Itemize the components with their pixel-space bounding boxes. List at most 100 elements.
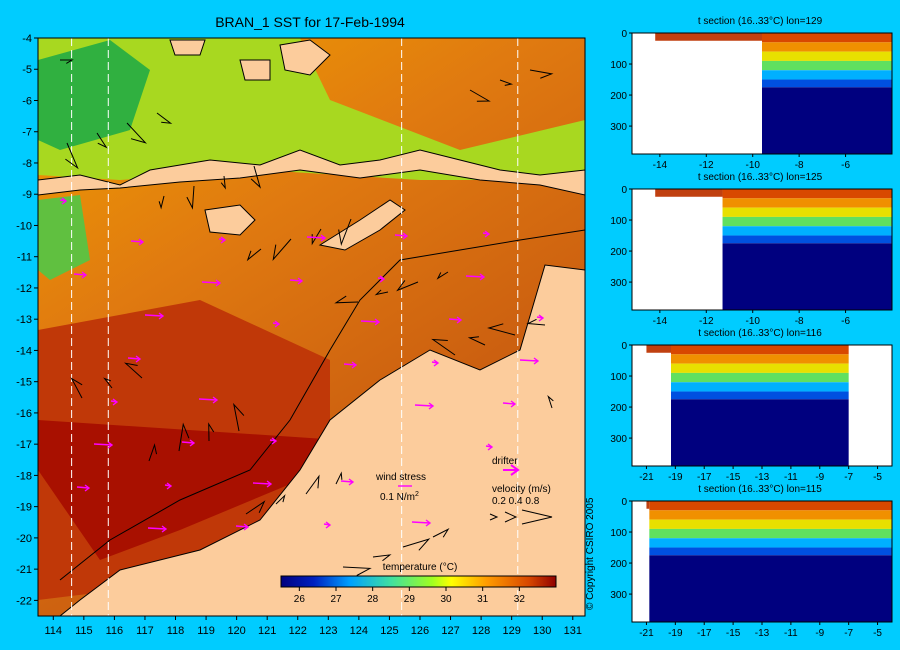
drifter-arrow [482,230,491,238]
y-tick-label: -19 [16,502,32,514]
temperature-layer [762,70,892,80]
colorbar-tick-label: 30 [440,594,452,605]
section-y-label: 300 [610,434,627,445]
drifter-arrow [73,271,88,279]
x-tick-label: 124 [350,625,368,637]
section-lines [71,38,519,616]
y-tick-label: -20 [16,533,32,545]
drifter-arrow [252,480,273,488]
x-tick-label: 122 [289,625,307,637]
wind-arrow [334,295,359,304]
temperature-layer [649,501,892,511]
y-tick-label: -10 [16,220,32,232]
section-y-label: 0 [621,29,627,40]
x-tick-label: 129 [502,625,520,637]
temperature-layer [762,60,892,71]
drifter-arrow [289,277,304,285]
colorbar-tick-label: 31 [477,594,489,605]
wind-arrow [529,69,554,79]
section-y-label: 100 [610,60,627,71]
drifter-arrow [394,232,409,240]
velocity-scale-arrows [489,509,553,525]
wind-arrow [432,528,450,538]
section-x-label: -11 [784,472,798,483]
y-tick-label: -16 [16,408,32,420]
y-tick-label: -13 [16,314,32,326]
copyright-text: © Copyright CSIRO 2005 [585,497,596,610]
x-tick-label: 131 [564,625,582,637]
wind-arrow [275,494,286,505]
colorbar-tick-label: 32 [514,594,526,605]
surface-layer [646,501,650,509]
section-x-label: -21 [639,472,654,483]
temperature-layer [722,216,892,227]
section-x-label: -13 [755,472,770,483]
main-sst-map: 114 115 116 117 118 119 120 121 122 123 124 125 126 1… [16,33,586,637]
wind-arrow [178,422,190,452]
section-x-label: -17 [697,628,712,639]
x-tick-label: 127 [441,625,459,637]
drifter-arrow [536,314,545,322]
drifter-arrow [272,320,281,328]
y-tick-label: -17 [16,439,32,451]
section-y-label: 300 [610,590,627,601]
wind-arrow [436,271,449,280]
temperature-layer [722,226,892,236]
drifter-arrow [218,236,227,244]
temperature-layer [671,372,849,383]
drifter-arrow [360,318,381,326]
x-tick-label: 114 [45,625,63,637]
y-tick-label: -22 [16,595,32,607]
wind-arrow [272,238,292,262]
temperature-layer [762,42,892,52]
section-frame [631,188,893,311]
section-x-label: -14 [653,160,668,171]
temperature-layer [722,235,892,244]
section-y-label: 0 [621,341,627,352]
wind-arrow [233,402,245,432]
y-tick-label: -8 [22,158,32,170]
wind-arrow [65,142,79,170]
land-sumba [204,204,256,236]
temperature-layer [762,79,892,88]
drifter-arrow [414,402,435,410]
x-tick-label: 118 [167,625,185,637]
section-x-label: -15 [726,628,741,639]
wind-arrow [250,165,262,189]
section-y-label: 100 [610,372,627,383]
wind-arrow [467,336,486,346]
section-x-label: -6 [841,316,850,327]
temperature-layer [649,547,892,556]
x-tick-label: 125 [380,625,398,637]
temperature-layer [671,354,849,364]
section-x-label: -12 [699,160,714,171]
wind-arrow [70,377,83,399]
y-tick-label: -14 [16,345,32,357]
section-lon129-chart: 0 100 200 300 -14 -12 -10 -8 -6 [610,29,893,171]
drifter-arrow [235,523,250,531]
x-tick-label: 121 [258,625,276,637]
land-timor [318,199,406,251]
surface-layer [655,189,723,197]
colorbar: temperature (°C) 26 27 28 29 30 31 32 [280,562,557,605]
wind-arrow [547,395,554,409]
section-x-label: -10 [745,316,760,327]
shelf-contour [59,229,585,581]
temperature-layer [671,399,849,466]
wind-arrow [208,422,215,442]
colorbar-tick-label: 26 [294,594,306,605]
y-tick-label: -15 [16,377,32,389]
wind-arrow [335,471,343,485]
drifter-arrow [306,234,327,242]
wind-arrow [487,323,516,336]
drifter-arrow [110,398,119,406]
x-tick-label: 123 [319,625,337,637]
colorbar-tick-label: 27 [330,594,342,605]
x-tick-label: 117 [136,625,154,637]
x-tick-label: 116 [106,625,124,637]
section-x-label: -19 [668,472,683,483]
drifter-arrow [448,316,463,324]
drifter-arrow [340,478,355,486]
section-x-label: -5 [873,472,882,483]
section-field [632,189,892,310]
